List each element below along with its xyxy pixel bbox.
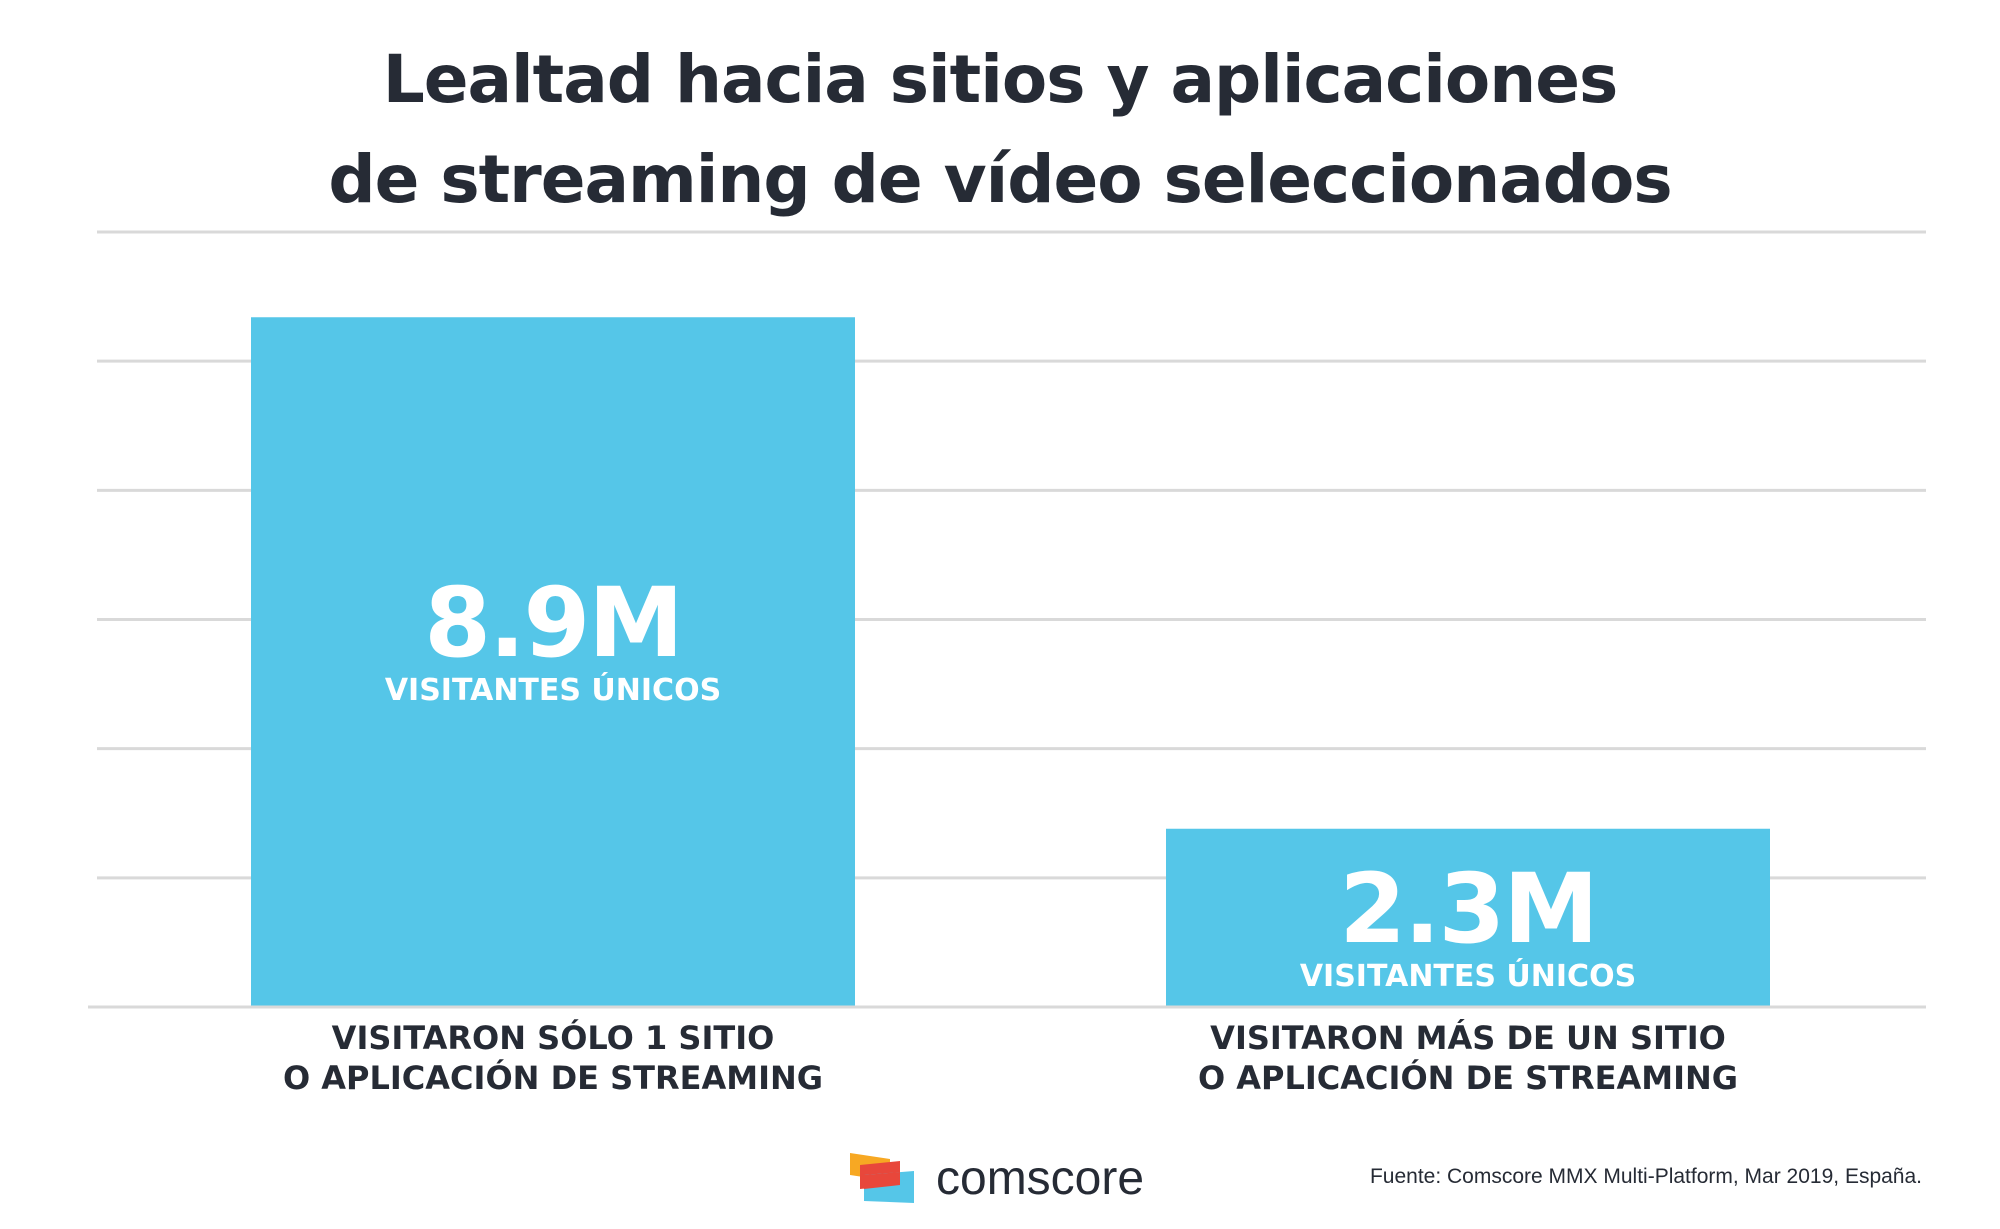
category-label-2: VISITARON MÁS DE UN SITIO O APLICACIÓN D… (1197, 1019, 1739, 1097)
bar-1 (251, 317, 855, 1007)
chart-title: Lealtad hacia sitios y aplicaciones de s… (0, 30, 2000, 230)
bar-value-label-1: 8.9M VISITANTES ÚNICOS (253, 573, 853, 709)
bar-value-2: 2.3M (1339, 852, 1599, 965)
chart-title-line-1: Lealtad hacia sitios y aplicaciones (382, 41, 1619, 118)
bar-value-1: 8.9M (424, 567, 684, 680)
bar-value-sublabel-2: VISITANTES ÚNICOS (1299, 958, 1637, 994)
bar-value-sublabel-1: VISITANTES ÚNICOS (384, 673, 722, 709)
bar-2 (1166, 828, 1770, 1007)
category-label-1: VISITARON SÓLO 1 SITIO O APLICACIÓN DE S… (282, 1019, 824, 1097)
comscore-logo-icon (850, 1153, 914, 1203)
comscore-logo: comscore (850, 1148, 1144, 1208)
comscore-logo-text: comscore (936, 1151, 1145, 1205)
source-note: Fuente: Comscore MMX Multi-Platform, Mar… (1369, 1165, 1922, 1188)
bar-value-label-2: 2.3M VISITANTES ÚNICOS (1168, 859, 1768, 995)
chart-title-line-2: de streaming de vídeo seleccionados (328, 141, 1672, 218)
